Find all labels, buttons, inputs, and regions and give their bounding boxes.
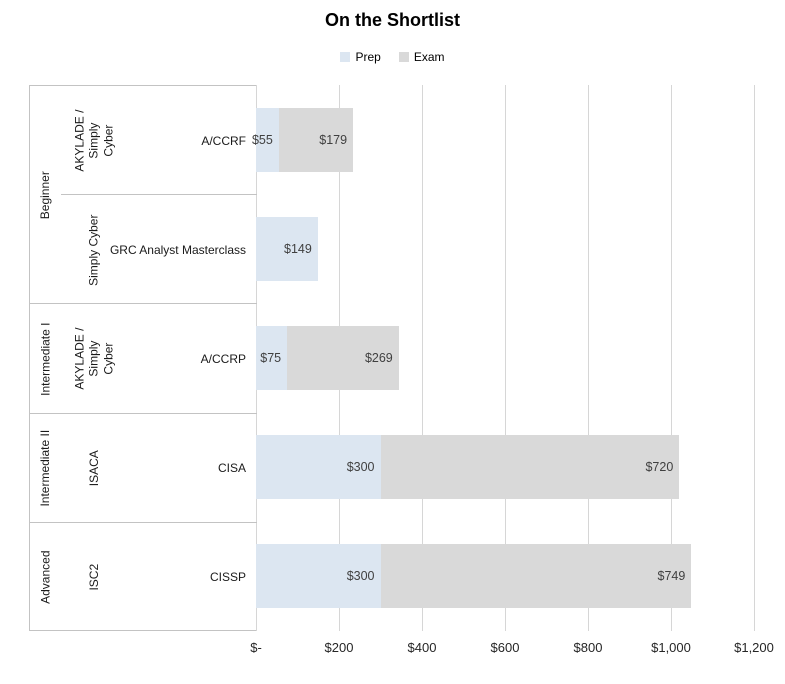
level-label-cell: Intermediate I <box>30 304 61 413</box>
course-label: CISA <box>217 461 246 476</box>
x-tick-label: $200 <box>324 640 354 655</box>
level-label-cell: Beginner <box>30 86 61 304</box>
gridline <box>671 85 672 631</box>
level-label: Beginner <box>38 171 53 220</box>
legend-item-prep: Prep <box>340 50 381 64</box>
gridline <box>505 85 506 631</box>
provider-label: ISC2 <box>86 564 101 591</box>
data-label: $179 <box>319 132 348 147</box>
level-label: Intermediate II <box>38 429 53 507</box>
prep-bar-segment: $300 <box>256 544 381 609</box>
exam-bar-segment: $269 <box>287 326 399 390</box>
data-label: $720 <box>645 460 674 475</box>
exam-bar-segment: $749 <box>380 544 692 609</box>
x-tick-label: $1,200 <box>734 640 774 655</box>
x-tick-label: $600 <box>490 640 520 655</box>
group-separator <box>30 521 257 523</box>
data-label: $55 <box>251 132 273 147</box>
data-label: $149 <box>284 241 312 256</box>
gridline <box>588 85 589 631</box>
legend-label-prep: Prep <box>355 50 381 64</box>
prep-swatch-icon <box>340 52 351 62</box>
prep-bar-segment: $75 <box>256 326 288 390</box>
prep-bar-segment: $55 <box>252 107 279 172</box>
group-separator <box>30 303 257 305</box>
data-label: $75 <box>260 351 282 365</box>
chart-legend: Prep Exam <box>0 50 785 64</box>
gridline <box>754 85 755 631</box>
level-label: Advanced <box>38 550 53 605</box>
plot-area: Beginner AKYLADE / Simply Cyber A/CCRF Simp… <box>0 85 785 631</box>
legend-item-exam: Exam <box>398 50 445 64</box>
provider-label: AKYLADE / Simply Cyber <box>72 327 116 390</box>
course-label: A/CCRF <box>201 133 246 148</box>
category-axis-table: Beginner AKYLADE / Simply Cyber A/CCRF Simp… <box>29 85 257 632</box>
prep-bar-segment: $149 <box>256 216 318 281</box>
data-label: $300 <box>346 569 375 584</box>
course-label: GRC Analyst Masterclass <box>109 242 246 257</box>
legend-label-exam: Exam <box>413 50 445 64</box>
course-label: CISSP <box>209 570 246 585</box>
provider-label: ISACA <box>86 450 101 487</box>
provider-label: Simply Cyber <box>86 214 101 286</box>
prep-bar-segment: $300 <box>256 435 381 500</box>
exam-swatch-icon <box>398 52 409 62</box>
data-label: $749 <box>657 569 686 584</box>
x-tick-label: $1,000 <box>651 640 691 655</box>
row-separator <box>61 194 257 196</box>
level-label-cell: Advanced <box>30 523 61 632</box>
exam-bar-segment: $179 <box>278 107 354 172</box>
gridline <box>422 85 423 631</box>
course-label: A/CCRP <box>200 351 246 366</box>
chart-title: On the Shortlist <box>325 10 460 30</box>
x-tick-label: $- <box>250 640 262 655</box>
data-label: $269 <box>364 351 393 365</box>
level-label: Intermediate I <box>38 322 53 396</box>
level-label-cell: Intermediate II <box>30 414 61 523</box>
exam-bar-segment: $720 <box>380 435 680 500</box>
provider-label: AKYLADE / Simply Cyber <box>72 109 116 172</box>
group-separator <box>30 412 257 414</box>
x-tick-label: $400 <box>407 640 437 655</box>
x-tick-label: $800 <box>573 640 603 655</box>
data-label: $300 <box>346 460 375 475</box>
